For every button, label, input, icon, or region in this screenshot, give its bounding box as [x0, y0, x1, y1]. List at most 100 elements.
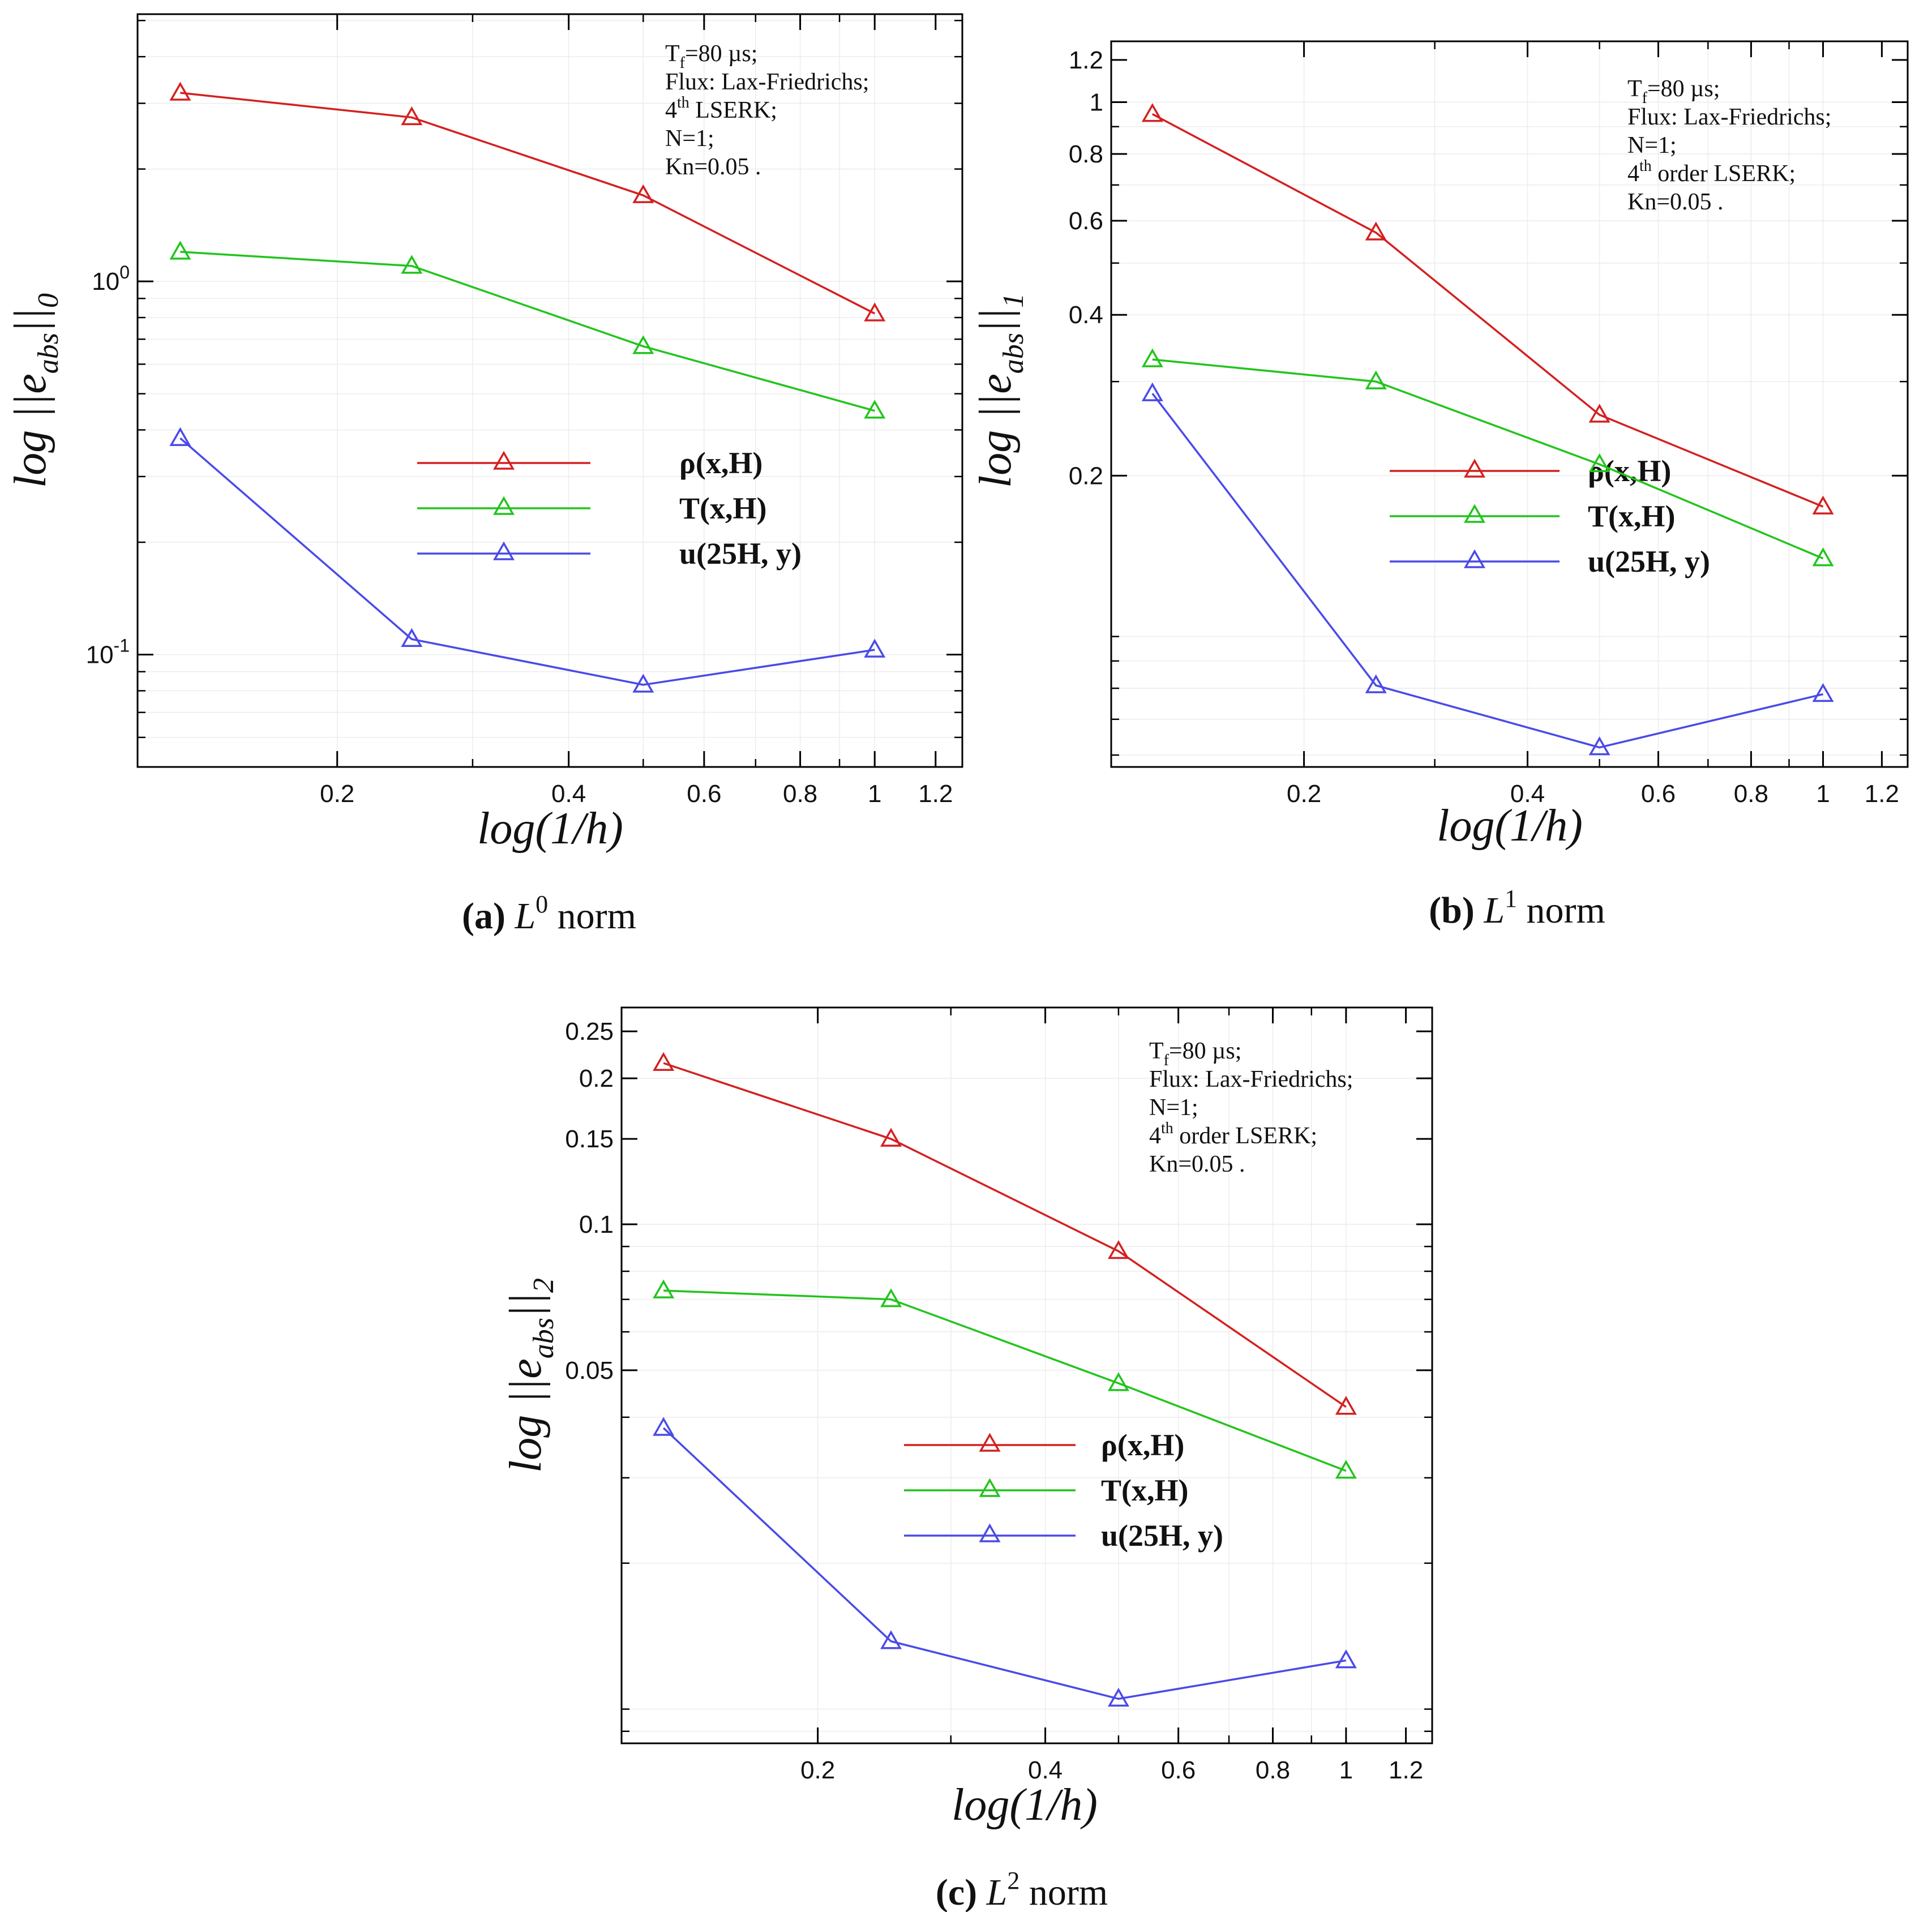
- y-tick-label: 0.8: [1069, 140, 1103, 168]
- plot-frame: [1110, 40, 1909, 768]
- gridlines: [138, 14, 962, 767]
- caption-word: norm: [1517, 890, 1605, 931]
- caption-variable: L: [514, 895, 536, 937]
- annotation-text: Flux: Lax-Friedrichs;: [665, 69, 869, 95]
- data-point-marker: [401, 255, 423, 274]
- data-point-marker: [653, 1279, 675, 1298]
- y-tick-label: 100: [92, 262, 130, 295]
- annotation-text: 4: [665, 97, 677, 123]
- data-point-marker: [1141, 382, 1163, 401]
- legend-label: u(25H, y): [679, 537, 802, 571]
- y-axis-title-tail: ||: [501, 1293, 551, 1318]
- y-tick-label: 0.2: [579, 1065, 614, 1092]
- x-tick-label: 0.4: [1510, 780, 1545, 808]
- y-tick-label: 0.6: [1069, 207, 1103, 235]
- annotation-text: N=1;: [665, 126, 714, 152]
- data-point-marker: [169, 241, 191, 260]
- legend-label: u(25H, y): [1588, 545, 1710, 578]
- series-line: [1152, 358, 1824, 560]
- annotation-line: Tf=80 µs;: [665, 41, 757, 72]
- chart-a: 0.2 0.4 0.6 0.8 1 1.210010-1ρ(x,H)T(x,H)u(25H…: [6, 13, 963, 937]
- caption-space: [977, 1872, 987, 1912]
- x-tick-label: 0.2: [320, 780, 354, 808]
- annotation-line: Tf=80 µs;: [1149, 1038, 1241, 1069]
- y-axis-title-subscript: 2: [528, 1278, 560, 1293]
- legend-marker: [1463, 549, 1486, 568]
- y-tick-exponent: 0: [119, 262, 130, 282]
- annotation-superscript: th: [677, 94, 689, 112]
- annotation-line: 4th order LSERK;: [1627, 157, 1796, 187]
- chart-b: 0.2 0.4 0.6 0.8 1 1.21.210.80.60.40.2 ρ(x,H)T(…: [971, 40, 1909, 931]
- x-tick-label: 1.2: [1389, 1756, 1423, 1784]
- y-tick-label: 0.25: [565, 1018, 614, 1045]
- data-point-marker: [1812, 547, 1834, 567]
- caption-variable: L: [986, 1872, 1008, 1912]
- x-axis-title: log(1/h): [952, 1780, 1098, 1830]
- x-tick-label: 0.6: [1161, 1756, 1196, 1784]
- series-line: [663, 1289, 1347, 1472]
- data-point-marker: [169, 82, 191, 101]
- caption-word: norm: [548, 895, 636, 937]
- data-point-marker: [1588, 736, 1610, 756]
- legend-marker: [492, 496, 515, 515]
- y-tick-label: 0.15: [565, 1125, 614, 1153]
- data-point-marker: [864, 302, 886, 321]
- annotation-text: Kn=0.05 .: [1627, 189, 1724, 215]
- x-axis-title: log(1/h): [477, 804, 623, 854]
- annotation-text-tail: order LSERK;: [1173, 1123, 1317, 1149]
- data-point-marker: [632, 335, 654, 354]
- series-line: [180, 251, 875, 412]
- annotation-text-tail: order LSERK;: [1652, 161, 1796, 187]
- legend-marker: [979, 1523, 1001, 1542]
- data-point-marker: [1107, 1372, 1129, 1391]
- legend-marker: [1463, 458, 1486, 478]
- annotation-line: Flux: Lax-Friedrichs;: [1627, 104, 1831, 130]
- gridlines: [1111, 41, 1908, 767]
- y-axis-title-subscript: abs: [32, 333, 65, 374]
- x-tick-label: 1: [1339, 1756, 1353, 1784]
- legend-label: T(x,H): [1588, 499, 1676, 533]
- y-axis-title-main: log ||e: [971, 374, 1021, 488]
- y-axis-title-subscript: abs: [997, 333, 1030, 374]
- y-axis-title-subscript: 1: [997, 293, 1030, 308]
- x-tick-label: 1.2: [1865, 780, 1899, 808]
- gridlines: [622, 1008, 1432, 1743]
- x-tick-label: 0.4: [1028, 1756, 1063, 1784]
- data-point-marker: [1365, 221, 1387, 241]
- y-tick-label: 0.05: [565, 1357, 614, 1384]
- data-point-marker: [1107, 1687, 1129, 1707]
- annotation-line: Kn=0.05 .: [1627, 189, 1724, 215]
- annotation-text: 4: [1627, 161, 1639, 187]
- x-axis-title: log(1/h): [1437, 801, 1583, 851]
- annotation-text: Kn=0.05 .: [1149, 1151, 1245, 1177]
- annotation-line: 4th order LSERK;: [1149, 1120, 1317, 1149]
- annotation-text-tail: LSERK;: [689, 97, 777, 123]
- series-line: [180, 92, 876, 315]
- series-line: [179, 437, 875, 686]
- data-point-marker: [1107, 1240, 1129, 1259]
- caption-superscript: 2: [1007, 1867, 1019, 1894]
- caption-superscript: 0: [536, 890, 548, 918]
- legend-marker: [492, 541, 515, 560]
- annotation-text: 4: [1149, 1123, 1161, 1149]
- data-point-marker: [653, 1417, 675, 1436]
- minor-ticks: [138, 14, 962, 767]
- x-tick-label: 1.2: [918, 780, 953, 808]
- annotation-text: T: [1149, 1038, 1164, 1064]
- annotation-subscript: f: [1164, 1052, 1170, 1069]
- plot-frame: [136, 13, 963, 768]
- y-axis-title-tail: ||: [6, 308, 55, 333]
- data-point-marker: [1365, 674, 1387, 693]
- caption-variable: L: [1483, 890, 1505, 931]
- annotation-subscript: f: [680, 54, 686, 72]
- y-tick-exponent: -1: [114, 636, 130, 656]
- annotation-line: Tf=80 µs;: [1627, 76, 1720, 107]
- annotation-text: T: [1627, 76, 1642, 102]
- y-tick-base: 10: [92, 268, 119, 295]
- data-point-marker: [632, 674, 654, 693]
- legend-label: T(x,H): [1101, 1473, 1189, 1507]
- x-tick-label: 1: [868, 780, 881, 808]
- annotation-text: Kn=0.05 .: [665, 154, 761, 180]
- data-point-marker: [1335, 1396, 1357, 1415]
